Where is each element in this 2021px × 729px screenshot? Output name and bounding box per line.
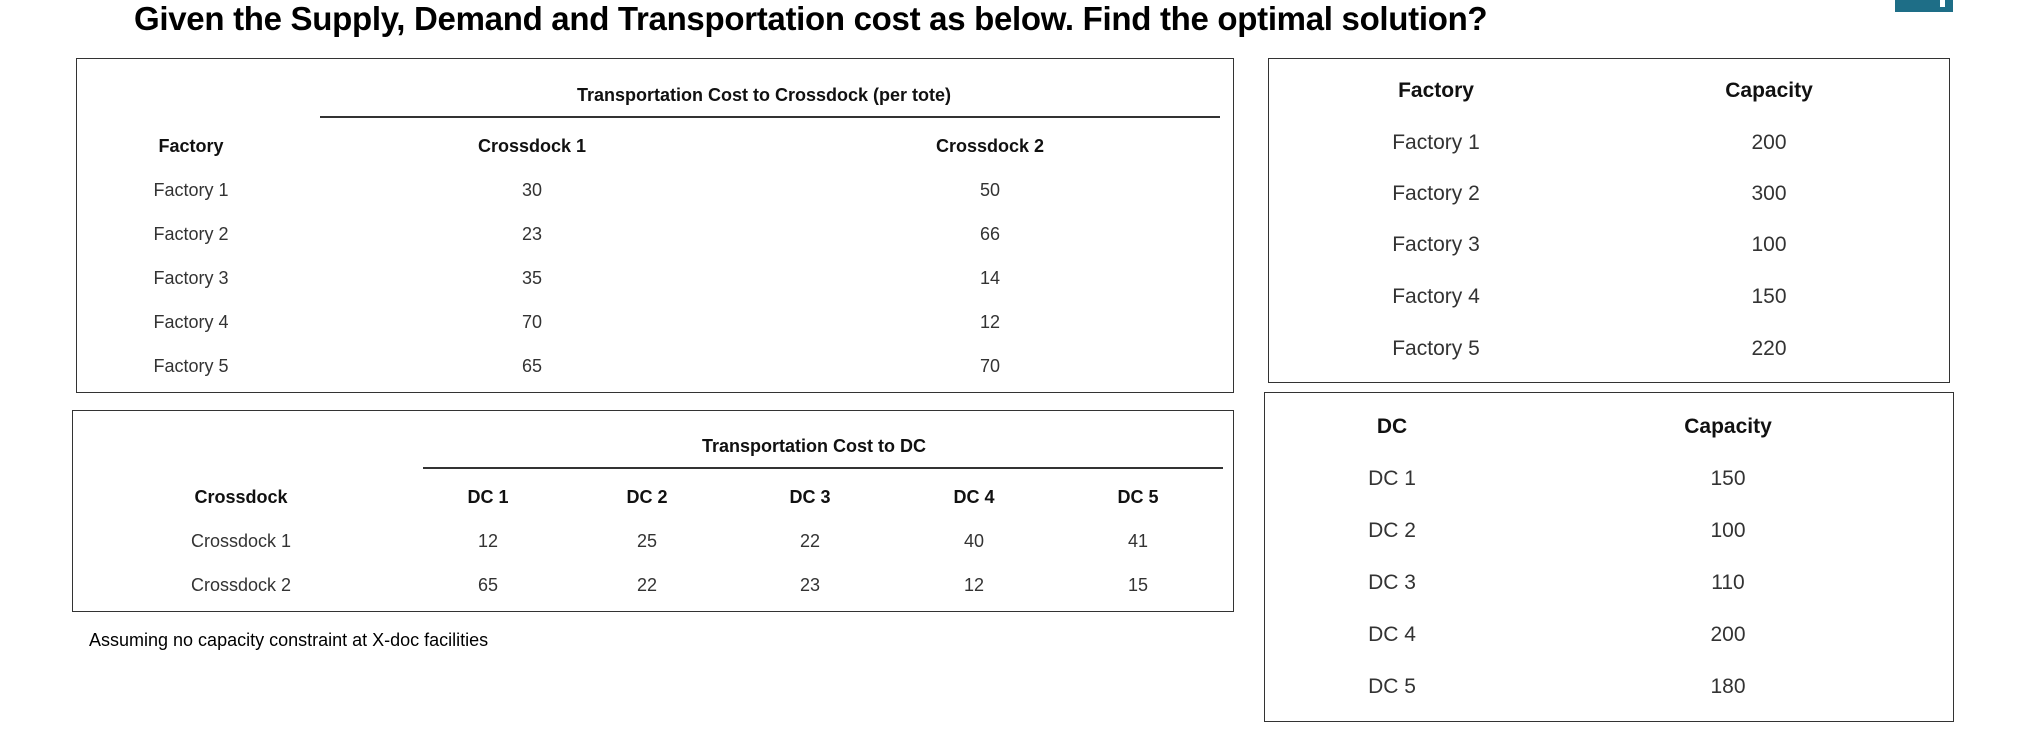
table-cell: 23 [521, 224, 543, 244]
table-cell: Factory 3 [153, 268, 229, 288]
table-cell: 12 [979, 312, 1001, 332]
header-dc-3: DC 3 [789, 487, 831, 507]
table-cell: 25 [636, 531, 658, 551]
table-cell: Factory 2 [1392, 182, 1480, 205]
table-cell: Crossdock 2 [190, 575, 292, 595]
table-cell: Factory 1 [153, 180, 229, 200]
table-cell: 35 [521, 268, 543, 288]
header-dc-5: DC 5 [1117, 487, 1159, 507]
table-cell: Factory 2 [153, 224, 229, 244]
table-cell: 40 [963, 531, 985, 551]
table-cell: 200 [1710, 623, 1746, 646]
table-cell: 70 [521, 312, 543, 332]
table-cell: DC 4 [1368, 623, 1416, 646]
table-cell: 100 [1710, 519, 1746, 542]
dc-cost-group-header: Transportation Cost to DC [702, 436, 926, 456]
table-cell: 65 [477, 575, 499, 595]
crossdock-cost-group-header: Transportation Cost to Crossdock (per to… [576, 85, 952, 105]
table-cell: 110 [1711, 571, 1745, 594]
crossdock-cost-group-rule [320, 116, 1220, 118]
table-cell: 14 [979, 268, 1001, 288]
table-cell: Factory 3 [1392, 233, 1480, 256]
table-cell: DC 2 [1368, 519, 1416, 542]
table-cell: Factory 4 [153, 312, 229, 332]
table-cell: 200 [1751, 131, 1787, 154]
table-cell: 12 [963, 575, 985, 595]
header-factory-name: Factory [1398, 79, 1474, 102]
table-cell: Crossdock 1 [190, 531, 292, 551]
table-cell: DC 5 [1368, 675, 1416, 698]
table-cell: 150 [1751, 285, 1787, 308]
header-crossdock-1: Crossdock 1 [477, 136, 587, 156]
table-cell: 100 [1751, 233, 1787, 256]
page-title: Given the Supply, Demand and Transportat… [134, 0, 1488, 37]
table-cell: 50 [979, 180, 1001, 200]
header-dc-4: DC 4 [953, 487, 995, 507]
table-cell: DC 1 [1368, 467, 1416, 490]
header-dc-name: DC [1376, 415, 1408, 438]
corner-logo-icon [1895, 0, 1953, 12]
table-cell: 70 [979, 356, 1001, 376]
table-cell: 22 [636, 575, 658, 595]
header-factory: Factory [158, 136, 224, 156]
header-crossdock-2: Crossdock 2 [935, 136, 1045, 156]
table-cell: Factory 5 [153, 356, 229, 376]
header-dc-capacity: Capacity [1684, 415, 1772, 438]
table-cell: 150 [1710, 467, 1746, 490]
table-cell: Factory 4 [1392, 285, 1480, 308]
table-cell: 15 [1127, 575, 1149, 595]
header-crossdock: Crossdock [194, 487, 288, 507]
table-cell: 300 [1751, 182, 1787, 205]
header-factory-capacity: Capacity [1725, 79, 1813, 102]
table-cell: 30 [521, 180, 543, 200]
dc-capacity-table: DC Capacity DC 1 150 DC 2 100 DC 3 110 D… [1264, 392, 1954, 722]
capacity-note: Assuming no capacity constraint at X-doc… [89, 630, 489, 650]
table-cell: 65 [521, 356, 543, 376]
dc-cost-table: Transportation Cost to DC Crossdock DC 1… [72, 410, 1234, 612]
factory-capacity-table: Factory Capacity Factory 1 200 Factory 2… [1268, 58, 1950, 383]
table-cell: Factory 1 [1392, 131, 1480, 154]
crossdock-cost-table: Transportation Cost to Crossdock (per to… [76, 58, 1234, 393]
header-dc-2: DC 2 [626, 487, 668, 507]
table-cell: 22 [799, 531, 821, 551]
table-cell: 220 [1751, 337, 1787, 360]
table-cell: 12 [477, 531, 499, 551]
table-cell: 66 [979, 224, 1001, 244]
table-cell: 23 [799, 575, 821, 595]
table-cell: 180 [1710, 675, 1746, 698]
header-dc-1: DC 1 [467, 487, 509, 507]
table-cell: DC 3 [1368, 571, 1416, 594]
table-cell: Factory 5 [1392, 337, 1480, 360]
table-cell: 41 [1127, 531, 1149, 551]
dc-cost-group-rule [423, 467, 1223, 469]
